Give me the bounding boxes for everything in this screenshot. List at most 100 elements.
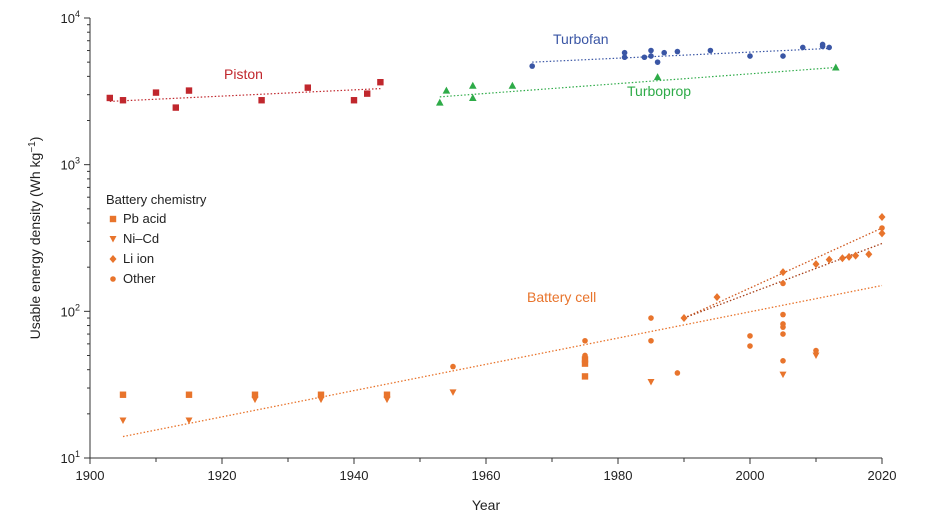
data-point bbox=[825, 255, 833, 264]
series-label-turbofan: Turbofan bbox=[553, 31, 609, 47]
x-axis-label: Year bbox=[472, 497, 501, 513]
data-point bbox=[450, 363, 456, 370]
legend-label: Ni–Cd bbox=[123, 231, 159, 246]
x-tick-label: 1900 bbox=[76, 468, 105, 483]
data-point bbox=[648, 337, 654, 344]
data-point bbox=[674, 48, 681, 55]
data-point bbox=[779, 371, 787, 379]
data-point bbox=[106, 94, 113, 102]
data-point bbox=[581, 360, 589, 367]
data-point bbox=[641, 54, 648, 61]
trend-line bbox=[122, 284, 883, 438]
data-point bbox=[800, 44, 806, 51]
data-point bbox=[780, 53, 786, 59]
data-point bbox=[383, 396, 391, 404]
series-label-battery-cell: Battery cell bbox=[527, 289, 596, 305]
y-tick-exp: 4 bbox=[75, 9, 80, 19]
data-point bbox=[119, 417, 127, 425]
y-axis-label-end: ) bbox=[27, 137, 43, 142]
data-point bbox=[581, 356, 589, 363]
x-tick-label: 2000 bbox=[736, 468, 765, 483]
legend-marker bbox=[109, 236, 117, 243]
data-point bbox=[304, 84, 311, 91]
legend-item: Other bbox=[110, 271, 156, 286]
y-tick-exp: 3 bbox=[75, 156, 80, 166]
trend-line bbox=[532, 47, 830, 63]
data-point bbox=[780, 324, 786, 330]
data-point bbox=[780, 357, 786, 364]
data-point bbox=[845, 252, 853, 261]
y-tick-base: 10 bbox=[61, 158, 75, 173]
legend-marker bbox=[110, 276, 116, 282]
trend-lines bbox=[109, 47, 883, 438]
data-point bbox=[747, 333, 753, 339]
data-point bbox=[878, 229, 886, 238]
y-tick-base: 10 bbox=[61, 451, 75, 466]
data-point bbox=[529, 63, 535, 69]
y-tick-label: 101 bbox=[61, 449, 80, 466]
data-point bbox=[383, 391, 391, 398]
data-point bbox=[819, 43, 826, 50]
data-point bbox=[152, 89, 160, 96]
data-point bbox=[621, 54, 628, 61]
data-points bbox=[106, 41, 886, 425]
data-point bbox=[654, 59, 661, 65]
data-point bbox=[832, 63, 840, 71]
data-point bbox=[713, 293, 721, 302]
data-point bbox=[317, 391, 325, 398]
data-point bbox=[780, 331, 786, 337]
data-point bbox=[838, 254, 846, 263]
data-point bbox=[469, 81, 477, 89]
legend-label: Other bbox=[123, 271, 156, 286]
y-tick-base: 10 bbox=[61, 304, 75, 319]
data-point bbox=[852, 251, 860, 260]
data-point bbox=[442, 86, 451, 94]
data-point bbox=[680, 314, 688, 323]
data-point bbox=[508, 81, 517, 89]
legend-item: Ni–Cd bbox=[109, 231, 159, 246]
data-point bbox=[747, 53, 753, 59]
data-point bbox=[172, 104, 179, 111]
data-point bbox=[653, 73, 662, 81]
data-point bbox=[878, 212, 886, 221]
y-tick-label: 104 bbox=[61, 9, 80, 26]
data-point bbox=[185, 417, 193, 425]
x-tick-label: 2020 bbox=[868, 468, 897, 483]
y-axis-label-sup: −1 bbox=[27, 141, 38, 153]
data-point bbox=[826, 44, 832, 51]
data-point bbox=[674, 370, 681, 376]
data-point bbox=[780, 280, 786, 287]
legend-label: Pb acid bbox=[123, 211, 166, 226]
y-tick-exp: 2 bbox=[75, 302, 80, 312]
data-point bbox=[780, 311, 786, 318]
data-point bbox=[119, 97, 127, 104]
data-point bbox=[449, 389, 457, 396]
data-point bbox=[879, 225, 885, 231]
y-tick-exp: 1 bbox=[75, 449, 80, 459]
data-point bbox=[779, 268, 787, 277]
x-tick-label: 1940 bbox=[340, 468, 369, 483]
data-point bbox=[364, 90, 371, 97]
legend-label: Li ion bbox=[123, 251, 154, 266]
y-tick-label: 102 bbox=[61, 302, 80, 319]
data-point bbox=[865, 250, 873, 259]
data-point bbox=[621, 49, 628, 56]
data-point bbox=[747, 343, 753, 349]
data-point bbox=[707, 47, 714, 54]
data-point bbox=[582, 337, 588, 344]
chart-text: Year Usable energy density (Wh kg−1) Pis… bbox=[27, 31, 692, 513]
data-point bbox=[581, 373, 589, 380]
series-label-turboprop: Turboprop bbox=[627, 83, 691, 99]
data-point bbox=[185, 87, 193, 94]
data-point bbox=[350, 97, 358, 104]
data-point bbox=[119, 391, 127, 398]
data-point bbox=[317, 396, 325, 404]
x-tick-label: 1980 bbox=[604, 468, 633, 483]
data-point bbox=[812, 352, 820, 359]
y-tick-base: 10 bbox=[61, 11, 75, 26]
data-point bbox=[251, 396, 259, 404]
data-point bbox=[258, 97, 265, 104]
legend-marker bbox=[109, 215, 117, 223]
